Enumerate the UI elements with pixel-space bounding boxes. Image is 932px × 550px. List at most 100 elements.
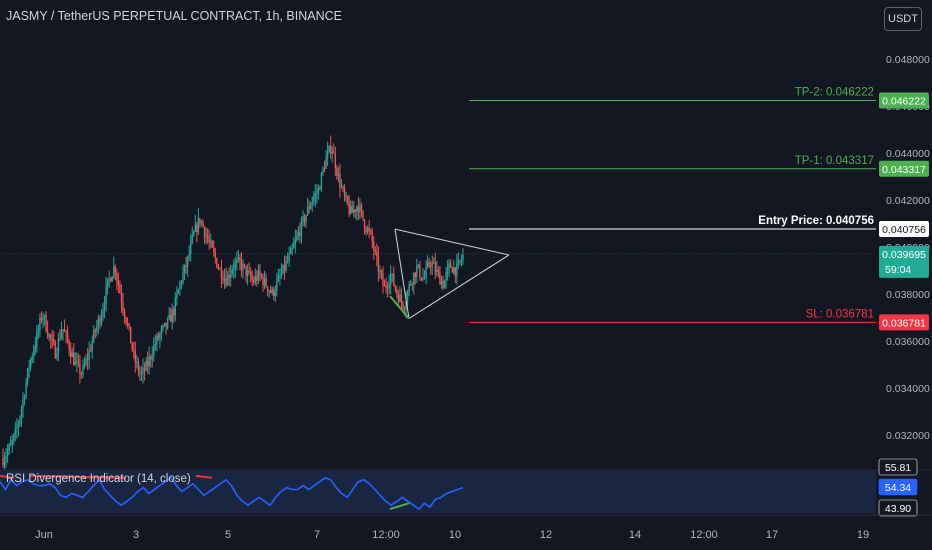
level-price-tag [879, 160, 929, 177]
candle [274, 285, 277, 302]
candle [377, 246, 380, 282]
candle [411, 281, 413, 292]
candle [76, 352, 78, 373]
candle-body [313, 196, 315, 201]
candle [157, 331, 160, 341]
candle [9, 435, 12, 446]
candle-body [48, 334, 50, 337]
candle-body [85, 358, 87, 365]
candle-body [111, 276, 113, 282]
candle [333, 143, 335, 154]
candle-body [389, 274, 392, 285]
candle-body [285, 261, 287, 271]
candle [119, 280, 121, 294]
candle-body [174, 298, 177, 316]
candle-body [300, 219, 303, 236]
candle-body [457, 260, 460, 264]
candle-body [17, 423, 20, 429]
candle [217, 263, 220, 271]
rsi-indicator-label[interactable]: RSI Divergence Indicator (14, close) [6, 473, 191, 485]
candle-body [380, 271, 383, 275]
candle-body [137, 361, 140, 372]
candle [231, 264, 233, 277]
candle-body [14, 429, 17, 435]
candle-body [425, 267, 427, 277]
candle-body [126, 323, 129, 325]
candle-body [239, 257, 241, 261]
candle-body [297, 231, 300, 236]
candle [283, 255, 286, 280]
candle-body [419, 264, 421, 278]
candle [440, 275, 443, 289]
candle-body [259, 270, 261, 275]
candle-body [262, 277, 264, 286]
currency-button[interactable]: USDT [884, 7, 922, 31]
candle-body [329, 145, 332, 154]
candle [240, 252, 243, 278]
candle-body [356, 206, 358, 212]
candle-body [108, 278, 110, 280]
candle [16, 418, 18, 439]
candle-body [76, 361, 78, 363]
candle-body [271, 289, 273, 293]
candle [253, 275, 255, 285]
candle-body [122, 302, 124, 311]
candle [456, 253, 458, 285]
candle-body [136, 361, 138, 363]
candle-body [214, 252, 217, 259]
candle [79, 355, 81, 384]
candle [416, 258, 418, 284]
candle [226, 270, 229, 286]
candle-body [337, 173, 340, 176]
candle [365, 226, 367, 236]
candle-body [163, 322, 166, 326]
candle [148, 346, 150, 375]
candle-body [116, 273, 118, 280]
candle [269, 285, 272, 294]
candle-body [129, 326, 132, 344]
candle [451, 266, 453, 273]
candle-body [33, 350, 35, 357]
candle-body [323, 168, 326, 170]
candle-body [382, 274, 384, 286]
candle-body [374, 250, 377, 252]
candles [2, 135, 464, 471]
candle-body [16, 428, 18, 430]
candle-body [185, 265, 187, 268]
candle-body [459, 260, 461, 262]
candle-body [9, 443, 12, 446]
candle [162, 324, 164, 332]
candle [436, 260, 438, 277]
candle-body [251, 278, 253, 281]
candle-body [263, 277, 266, 286]
level-price-tag-text: 0.043317 [882, 164, 926, 176]
candle-body [405, 301, 407, 309]
candle-body [413, 272, 415, 285]
candle [91, 335, 93, 359]
candle [302, 210, 304, 227]
candle-body [393, 273, 395, 286]
candle-body [266, 286, 269, 292]
candle [97, 314, 100, 334]
candle-body [291, 248, 293, 250]
candle-body [193, 231, 195, 236]
candle-body [154, 344, 157, 346]
candle [449, 259, 452, 269]
candle [208, 229, 210, 251]
candle [271, 286, 273, 296]
candle-body [25, 382, 27, 398]
candle [120, 284, 123, 313]
candle [263, 270, 266, 290]
candle-body [456, 263, 458, 276]
candle-body [177, 289, 180, 294]
candle [434, 252, 437, 280]
candle [399, 285, 401, 303]
candle-body [286, 260, 289, 262]
candle [125, 316, 127, 327]
candle-body [276, 280, 278, 292]
candle-body [206, 235, 209, 240]
rsi-level-tag: 55.81 [878, 458, 918, 476]
candle-body [213, 247, 215, 253]
candle-body [97, 318, 100, 326]
